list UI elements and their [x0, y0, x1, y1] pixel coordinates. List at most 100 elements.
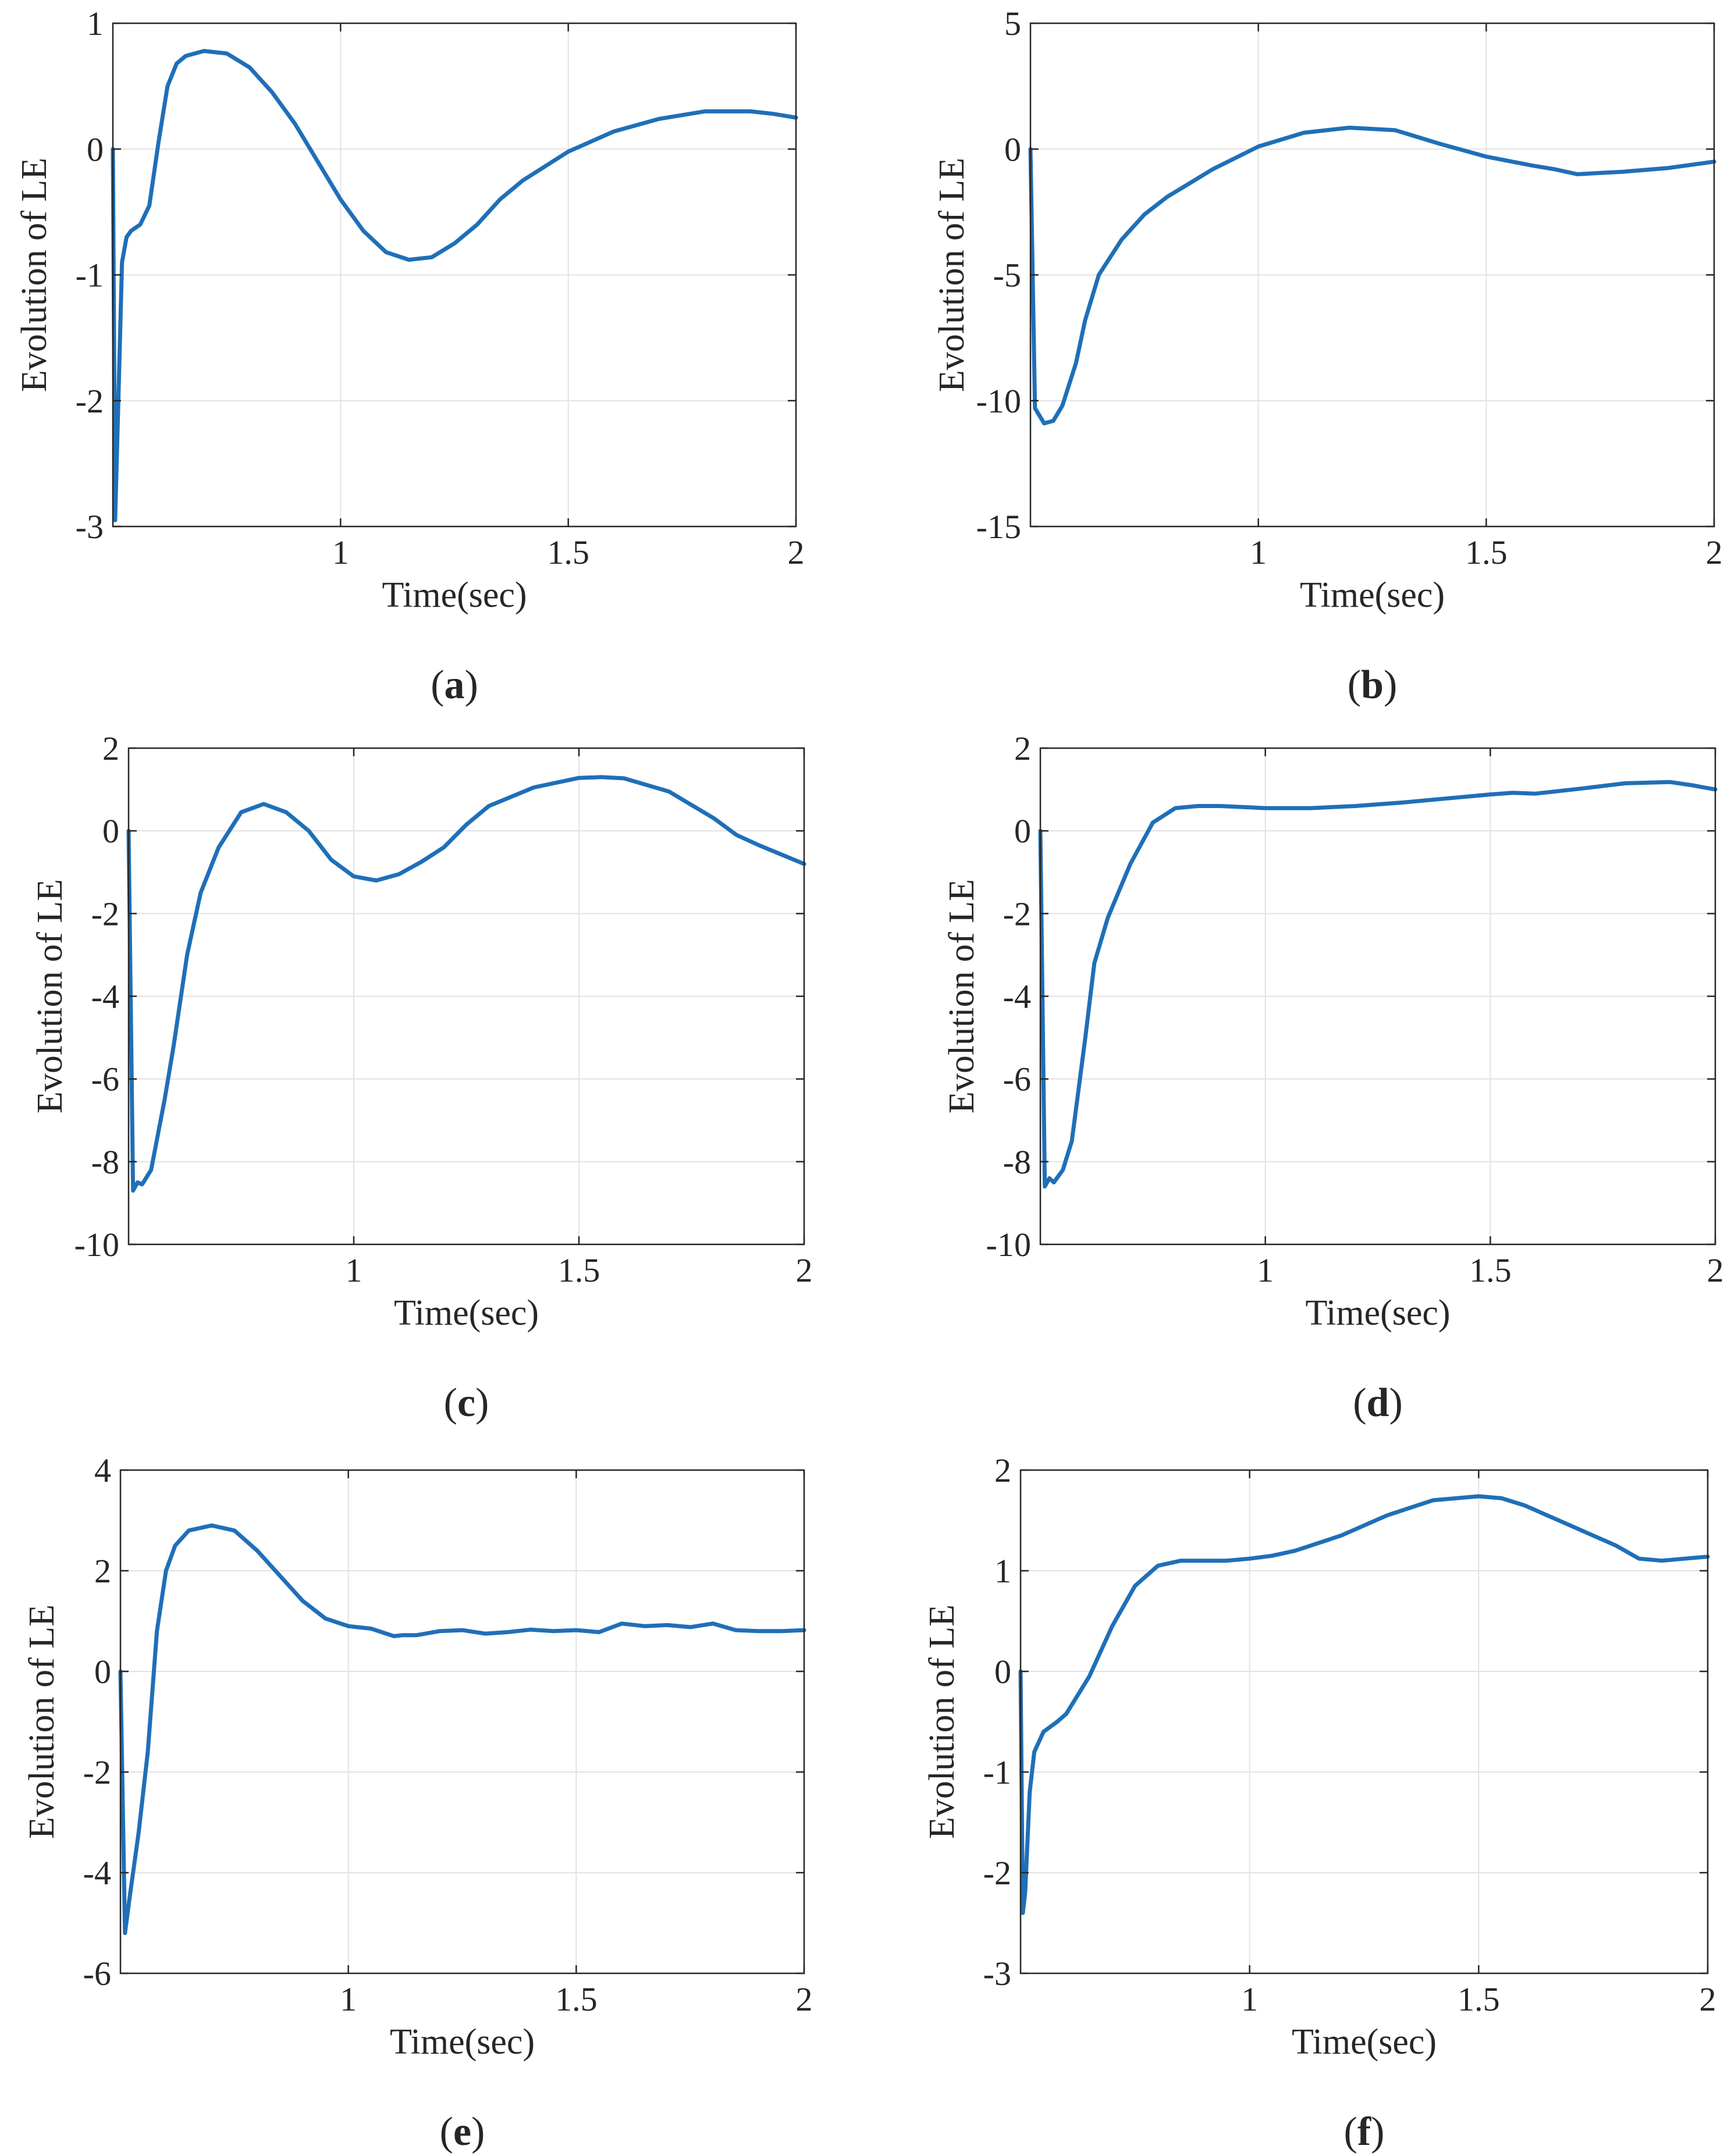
series-line-le: [1028, 126, 1716, 426]
caption-close-paren: ): [1371, 2109, 1384, 2154]
series-line-le: [118, 1523, 806, 1936]
caption-close-paren: ): [1389, 1381, 1402, 1425]
x-axis-label: Time(sec): [390, 2022, 535, 2062]
panel-caption: (b): [1348, 663, 1398, 707]
y-tick-label: 1: [994, 1552, 1011, 1590]
x-axis-label: Time(sec): [1292, 2022, 1437, 2062]
x-tick-label: 2: [1707, 1251, 1724, 1289]
series-line-le: [126, 775, 806, 1193]
x-tick-label: 1: [346, 1251, 362, 1289]
x-axis-label: Time(sec): [382, 575, 527, 615]
y-tick-label: 5: [1004, 5, 1021, 42]
y-tick-label: 2: [1014, 730, 1031, 767]
y-tick-label: -2: [91, 895, 119, 933]
caption-letter: f: [1357, 2109, 1371, 2154]
x-tick-label: 1.5: [1458, 1980, 1500, 2018]
chart-panel-e: 1 1.5 2 -6 -4 -2 0 2 4 Time(sec) Evolution of LE (e…: [22, 1451, 813, 2154]
y-axis-label: Evolution of LE: [22, 1604, 62, 1839]
y-tick-label: -2: [76, 382, 104, 420]
y-tick-label: 0: [94, 1653, 111, 1691]
y-tick-label: 2: [994, 1451, 1011, 1489]
y-tick-label: -4: [83, 1854, 111, 1892]
x-tick-label: 2: [1700, 1980, 1716, 2018]
x-axis-label: Time(sec): [1300, 575, 1445, 615]
caption-open-paren: (: [444, 1381, 457, 1425]
y-tick-label: 0: [1004, 130, 1021, 168]
y-tick-label: 2: [94, 1552, 111, 1590]
y-tick-label: -15: [976, 508, 1021, 546]
x-tick-label: 1.5: [558, 1251, 600, 1289]
y-tick-label: 4: [94, 1451, 111, 1489]
x-tick-label: 1: [340, 1980, 357, 2018]
x-tick-label: 1: [332, 533, 349, 571]
caption-open-paren: (: [1344, 2109, 1357, 2154]
y-tick-label: 2: [102, 730, 119, 767]
y-tick-label: -2: [983, 1854, 1011, 1892]
x-tick-label: 1.5: [547, 533, 589, 571]
caption-close-paren: ): [1384, 663, 1397, 707]
caption-letter: d: [1367, 1381, 1389, 1425]
x-tick-label: 2: [788, 533, 805, 571]
y-tick-label: -6: [83, 1955, 111, 1993]
x-axis-label: Time(sec): [1305, 1293, 1450, 1333]
y-tick-label: 0: [1014, 812, 1031, 850]
y-tick-label: -10: [976, 382, 1021, 420]
x-tick-label: 1: [1250, 533, 1267, 571]
y-tick-label: -4: [91, 978, 119, 1016]
caption-open-paren: (: [1353, 1381, 1366, 1425]
y-axis-label: Evolution of LE: [942, 879, 982, 1113]
y-tick-label: 0: [87, 130, 104, 168]
y-tick-label: -4: [1003, 978, 1031, 1016]
x-tick-label: 2: [1706, 533, 1723, 571]
caption-close-paren: ): [465, 663, 478, 707]
plot-area: [1021, 1470, 1708, 1973]
series-line-le: [1038, 780, 1718, 1189]
y-tick-label: -2: [83, 1753, 111, 1791]
x-tick-label: 2: [796, 1980, 813, 2018]
y-tick-label: 0: [102, 812, 119, 850]
chart-panel-d: 1 1.5 2 -10 -8 -6 -4 -2 0 2 Time(sec) Evolution of …: [942, 730, 1724, 1425]
chart-panel-a: 1 1.5 2 -3 -2 -1 0 1 Time(sec) Evolution of LE (a): [15, 5, 805, 707]
chart-panel-c: 1 1.5 2 -10 -8 -6 -4 -2 0 2 Time(sec) Evolution of …: [30, 730, 813, 1425]
x-axis-label: Time(sec): [394, 1293, 539, 1333]
y-tick-label: -1: [983, 1753, 1011, 1791]
panel-caption: (f): [1344, 2109, 1385, 2154]
y-axis-label: Evolution of LE: [932, 158, 972, 392]
panel-caption: (a): [431, 663, 478, 707]
y-tick-label: -1: [76, 257, 104, 294]
chart-panel-b: 1 1.5 2 -15 -10 -5 0 5 Time(sec) Evolution of LE (…: [932, 5, 1723, 707]
y-axis-label: Evolution of LE: [30, 879, 70, 1113]
axes-frame: [119, 1469, 805, 1974]
caption-open-paren: (: [431, 663, 444, 707]
y-tick-label: -3: [983, 1955, 1011, 1993]
plot-area: [120, 1470, 804, 1973]
panel-caption: (c): [444, 1381, 489, 1425]
y-tick-label: -8: [91, 1143, 119, 1181]
x-tick-label: 1: [1241, 1980, 1258, 2018]
series-line-le: [1018, 1494, 1710, 1915]
y-tick-label: -10: [986, 1226, 1031, 1264]
y-tick-label: 1: [87, 5, 104, 42]
panel-caption: (e): [440, 2109, 485, 2154]
x-tick-label: 1.5: [1465, 533, 1508, 571]
x-tick-label: 2: [796, 1251, 813, 1289]
y-tick-label: -6: [1003, 1061, 1031, 1098]
caption-letter: e: [453, 2109, 471, 2154]
series-line-le: [111, 49, 798, 522]
caption-letter: a: [445, 663, 465, 707]
caption-open-paren: (: [1348, 663, 1361, 707]
y-tick-label: -6: [91, 1061, 119, 1098]
x-tick-label: 1.5: [1469, 1251, 1512, 1289]
chart-panel-f: 1 1.5 2 -3 -2 -1 0 1 2 Time(sec) Evolution of LE (f…: [922, 1451, 1716, 2154]
axes-frame: [1019, 1469, 1709, 1974]
x-tick-label: 1: [1257, 1251, 1274, 1289]
y-tick-label: -3: [76, 508, 104, 546]
y-axis-label: Evolution of LE: [922, 1604, 962, 1839]
y-axis-label: Evolution of LE: [15, 158, 54, 392]
y-tick-label: -8: [1003, 1143, 1031, 1181]
panel-caption: (d): [1353, 1381, 1403, 1425]
y-tick-label: 0: [994, 1653, 1011, 1691]
y-tick-label: -2: [1003, 895, 1031, 933]
y-tick-label: -5: [993, 257, 1021, 294]
